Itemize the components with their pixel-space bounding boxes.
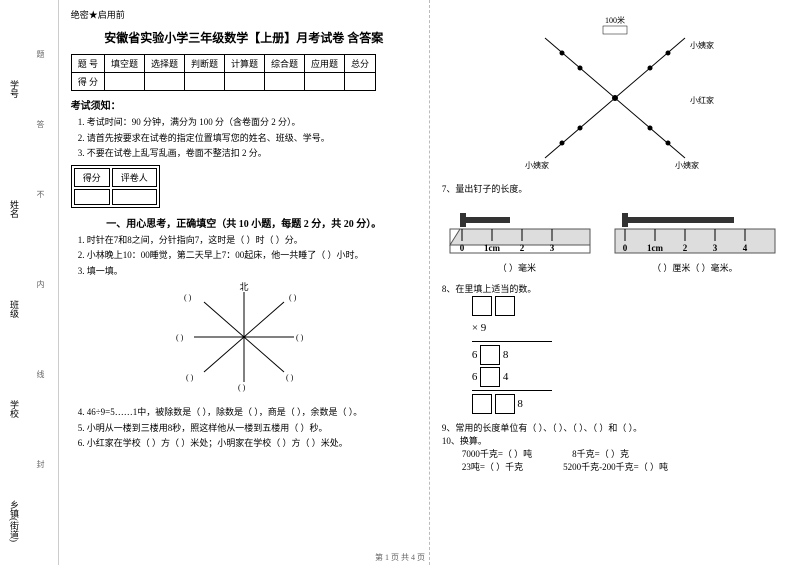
td: 得 分 <box>71 73 104 91</box>
svg-text:( ): ( ) <box>176 333 184 342</box>
scorer-c1: 得分 <box>74 168 110 187</box>
svg-text:小姨家: 小姨家 <box>690 40 714 50</box>
q10c: 23吨=（ ）千克 <box>462 460 523 473</box>
dash-text: 封 <box>35 460 46 468</box>
dash-text: 答 <box>35 120 46 128</box>
secret-label: 绝密★启用前 <box>71 8 417 21</box>
north-label: 北 <box>239 282 248 292</box>
svg-text:3: 3 <box>713 243 718 253</box>
th: 填空题 <box>104 55 144 73</box>
line <box>472 390 552 391</box>
ruler-group: 0 1cm 2 3 4 （ ）厘米（ ）毫米。 <box>610 211 780 274</box>
scorer-c2: 评卷人 <box>112 168 157 187</box>
svg-text:( ): ( ) <box>296 333 304 342</box>
binding-label: 姓名 <box>8 200 21 218</box>
svg-text:( ): ( ) <box>286 373 294 382</box>
exam-title: 安徽省实验小学三年级数学【上册】月考试卷 含答案 <box>71 29 417 46</box>
score-table: 题 号 填空题 选择题 判断题 计算题 综合题 应用题 总分 得 分 <box>71 54 376 91</box>
q7-text: 7、量出钉子的长度。 <box>442 182 788 195</box>
notice-item: 请首先按要求在试卷的指定位置填写您的姓名、班级、学号。 <box>87 132 417 146</box>
svg-text:2: 2 <box>683 243 688 253</box>
svg-text:2: 2 <box>520 243 525 253</box>
th: 选择题 <box>144 55 184 73</box>
ans2: （ ）厘米（ ）毫米。 <box>610 261 780 274</box>
notice-item: 不要在试卷上乱写乱画，卷面不整洁扣 2 分。 <box>87 147 417 161</box>
q9: 9、常用的长度单位有（ ）、（ ）、（ ）、（ ）和（ ）。 <box>442 421 788 434</box>
blank-box <box>480 345 500 365</box>
section-title: 一、用心思考，正确填空（共 10 小题，每题 2 分，共 20 分）。 <box>71 215 417 230</box>
questions: 时针在7和8之间，分针指向7，这时是（ ）时（ ）分。 小林晚上10：00睡觉，… <box>71 234 417 279</box>
svg-text:4: 4 <box>743 243 748 253</box>
rulers: 0 1cm 2 3 （ ）毫米 0 1cm 2 3 4 （ ）厘米（ ）毫米。 <box>442 211 788 274</box>
binding-label: 学校 <box>8 400 21 418</box>
blank-box <box>472 296 492 316</box>
mult-row: × 9 <box>472 317 788 339</box>
q2: 小林晚上10：00睡觉，第二天早上7：00起床，他一共睡了（ ）小时。 <box>87 249 417 263</box>
scorer-box: 得分评卷人 <box>71 165 160 208</box>
dash-text: 线 <box>35 370 46 378</box>
svg-text:100米: 100米 <box>605 15 625 25</box>
notice-heading: 考试须知： <box>71 97 417 112</box>
svg-text:小红家: 小红家 <box>690 95 714 105</box>
blank-box <box>472 394 492 414</box>
binding-label: 学号 <box>8 80 21 98</box>
binding-label: 乡镇(街道) <box>8 500 21 542</box>
calc-block: × 9 6 8 6 4 8 <box>472 295 788 415</box>
ruler-group: 0 1cm 2 3 （ ）毫米 <box>442 211 592 274</box>
th: 判断题 <box>184 55 224 73</box>
dash-text: 题 <box>35 50 46 58</box>
left-column: 绝密★启用前 安徽省实验小学三年级数学【上册】月考试卷 含答案 题 号 填空题 … <box>59 0 429 565</box>
th: 计算题 <box>225 55 265 73</box>
questions2: 46÷9=5……1中，被除数是（ ），除数是（ ），商是（ ），余数是（ ）。 … <box>71 406 417 451</box>
svg-text:( ): ( ) <box>289 293 297 302</box>
compass-diagram: 北 ( ) ( ) ( ) ( ) ( ) ( ) ( ) <box>174 282 314 402</box>
dash-text: 不 <box>35 190 46 198</box>
th: 综合题 <box>265 55 305 73</box>
right-column: 100米 小姨家 小红家 小姨家 小姨家 7、量出钉子的长度。 0 1cm 2 … <box>429 0 800 565</box>
q10b: 8千克=（ ）克 <box>572 447 629 460</box>
q3: 填一填。 <box>87 265 417 279</box>
svg-text:( ): ( ) <box>184 293 192 302</box>
binding-label: 班级 <box>8 300 21 318</box>
svg-text:1cm: 1cm <box>484 243 500 253</box>
q10d: 5200千克-200千克=（ ）吨 <box>563 460 668 473</box>
q8-text: 8、在里填上适当的数。 <box>442 282 788 295</box>
exam-page: 乡镇(街道) 学校 班级 姓名 学号 封 线 内 不 答 题 绝密★启用前 安徽… <box>0 0 800 565</box>
q5: 小明从一楼到三楼用8秒，照这样他从一楼到五楼用（ ）秒。 <box>87 422 417 436</box>
svg-text:3: 3 <box>550 243 555 253</box>
q6: 小红家在学校（ ）方（ ）米处；小明家在学校（ ）方（ ）米处。 <box>87 437 417 451</box>
page-footer: 第 1 页 共 4 页 <box>0 552 800 563</box>
th: 总分 <box>345 55 376 73</box>
ruler1-svg: 0 1cm 2 3 <box>442 211 592 261</box>
svg-text:1cm: 1cm <box>647 243 663 253</box>
th: 题 号 <box>71 55 104 73</box>
q4: 46÷9=5……1中，被除数是（ ），除数是（ ），商是（ ），余数是（ ）。 <box>87 406 417 420</box>
line <box>472 341 552 342</box>
svg-text:0: 0 <box>460 243 465 253</box>
svg-text:小姨家: 小姨家 <box>525 160 549 170</box>
svg-text:( ): ( ) <box>186 373 194 382</box>
ruler2-svg: 0 1cm 2 3 4 <box>610 211 780 261</box>
dash-text: 内 <box>35 280 46 288</box>
svg-text:小姨家: 小姨家 <box>675 160 699 170</box>
q1: 时针在7和8之间，分针指向7，这时是（ ）时（ ）分。 <box>87 234 417 248</box>
blank-box <box>480 367 500 387</box>
ans1: （ ）毫米 <box>442 261 592 274</box>
svg-text:( ): ( ) <box>238 383 246 392</box>
svg-text:0: 0 <box>623 243 628 253</box>
q10-label: 10、换算。 <box>442 434 788 447</box>
q10a: 7000千克=（ ）吨 <box>462 447 532 460</box>
star-diagram: 100米 小姨家 小红家 小姨家 小姨家 <box>515 8 715 178</box>
notice-item: 考试时间：90 分钟，满分为 100 分（含卷面分 2 分）。 <box>87 116 417 130</box>
blank-box <box>495 394 515 414</box>
notice-list: 考试时间：90 分钟，满分为 100 分（含卷面分 2 分）。 请首先按要求在试… <box>71 116 417 161</box>
binding-margin: 乡镇(街道) 学校 班级 姓名 学号 封 线 内 不 答 题 <box>0 0 59 565</box>
blank-box <box>495 296 515 316</box>
th: 应用题 <box>305 55 345 73</box>
